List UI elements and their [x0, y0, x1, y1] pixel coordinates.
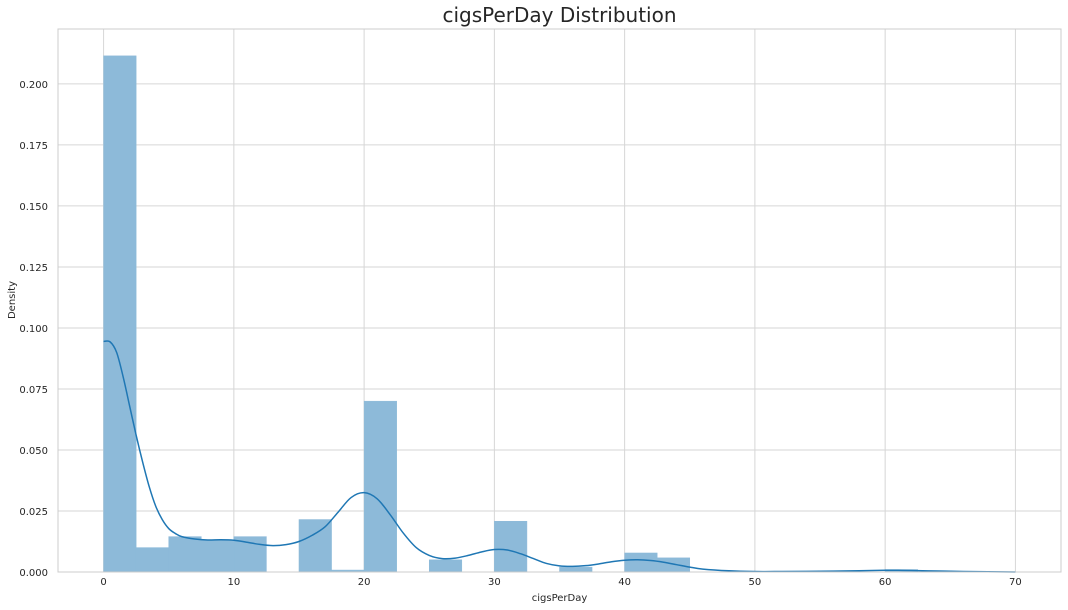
y-tick-label-2: 0.050 — [19, 446, 48, 457]
x-axis-label: cigsPerDay — [532, 593, 588, 604]
histogram-bar-2 — [168, 536, 202, 573]
histogram-bar-17 — [656, 557, 691, 573]
y-axis-ticks: 0.000 0.025 0.050 0.075 0.100 0.125 0.150 0.175… — [19, 80, 48, 579]
y-tick-label-8: 0.200 — [19, 80, 48, 91]
histogram-bar-10 — [428, 559, 463, 573]
histogram-bar-14 — [559, 566, 593, 573]
chart-title: cigsPerDay Distribution — [442, 3, 676, 27]
y-tick-label-7: 0.175 — [19, 141, 48, 152]
kde-curve-group — [103, 340, 1016, 573]
y-tick-label-3: 0.075 — [19, 385, 48, 396]
histogram-bar-8 — [363, 400, 397, 573]
histogram-bar-4 — [233, 536, 267, 573]
y-tick-label-6: 0.150 — [19, 202, 48, 213]
x-tick-label-5: 50 — [749, 577, 762, 588]
x-tick-label-4: 40 — [618, 577, 631, 588]
histogram-bar-12 — [494, 520, 528, 573]
kde-curve — [103, 340, 1016, 573]
histogram-bar-0 — [103, 55, 137, 573]
x-axis-ticks: 0 10 20 30 40 50 60 70 — [100, 577, 1021, 588]
x-tick-label-3: 30 — [488, 577, 501, 588]
histogram-bar-16 — [624, 552, 658, 573]
y-tick-label-4: 0.100 — [19, 324, 48, 335]
x-tick-label-6: 60 — [879, 577, 892, 588]
histogram-bars — [103, 55, 918, 573]
x-tick-label-1: 10 — [227, 577, 240, 588]
y-tick-label-0: 0.000 — [19, 568, 48, 579]
grid — [58, 29, 1061, 573]
histogram-bar-6 — [298, 519, 332, 573]
x-tick-label-7: 70 — [1009, 577, 1022, 588]
plot-frame — [57, 28, 1062, 573]
histogram-bar-3 — [201, 540, 235, 573]
y-axis-label: Density — [7, 281, 18, 319]
histogram-bar-1 — [135, 547, 169, 573]
x-tick-label-2: 20 — [358, 577, 371, 588]
y-tick-label-5: 0.125 — [19, 263, 48, 274]
x-tick-label-0: 0 — [100, 577, 106, 588]
y-tick-label-1: 0.025 — [19, 507, 48, 518]
